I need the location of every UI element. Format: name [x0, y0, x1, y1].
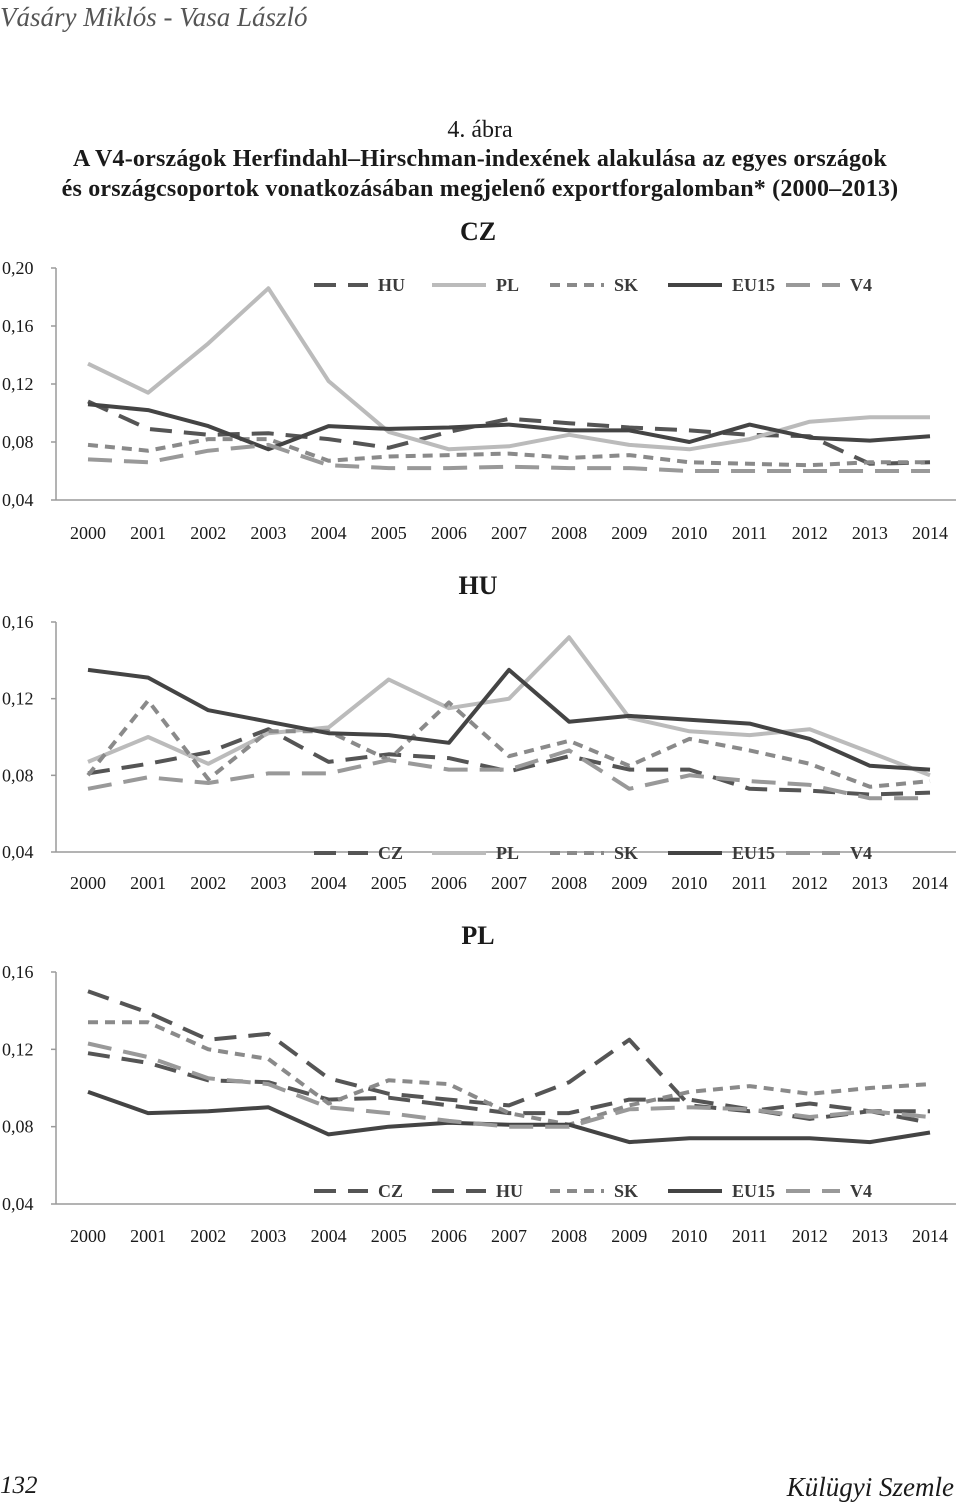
legend-label-pl: PL — [496, 275, 519, 295]
series-line-cz — [87, 727, 931, 797]
x-tick-label: 2009 — [611, 1226, 647, 1246]
legend-label-sk: SK — [614, 843, 638, 863]
x-tick-label: 2008 — [551, 523, 587, 543]
series-line-pl — [87, 635, 931, 778]
x-tick-label: 2002 — [190, 1226, 226, 1246]
y-tick-label: 0,12 — [2, 689, 34, 709]
x-tick-label: 2008 — [551, 873, 587, 893]
x-tick-label: 2010 — [671, 873, 707, 893]
legend-label-v4: V4 — [850, 843, 872, 863]
legend-label-cz: CZ — [378, 843, 403, 863]
series-line-hu — [87, 989, 931, 1125]
y-tick-label: 0,12 — [2, 374, 34, 394]
figure-number: 4. ábra — [447, 117, 513, 143]
legend-label-v4: V4 — [850, 1181, 872, 1201]
legend-label-sk: SK — [614, 1181, 638, 1201]
x-tick-label: 2013 — [852, 873, 888, 893]
y-tick-label: 0,04 — [2, 490, 34, 510]
y-tick-label: 0,04 — [2, 842, 34, 862]
legend-label-cz: CZ — [378, 1181, 403, 1201]
chart-title: HU — [459, 571, 498, 600]
journal-name: Külügyi Szemle — [786, 1472, 954, 1502]
x-tick-label: 2011 — [732, 523, 767, 543]
x-tick-label: 2005 — [371, 1226, 407, 1246]
figure-title-line2: és országcsoportok vonatkozásában megjel… — [61, 176, 899, 202]
x-tick-label: 2005 — [371, 523, 407, 543]
running-header: Vásáry Miklós - Vasa László — [0, 2, 308, 32]
y-tick-label: 0,04 — [2, 1194, 34, 1214]
x-tick-label: 2006 — [431, 1226, 467, 1246]
legend-label-eu15: EU15 — [732, 1181, 775, 1201]
x-tick-label: 2004 — [311, 523, 347, 543]
y-tick-label: 0,16 — [2, 316, 34, 336]
figure-caption: 4. ábra A V4-országok Herfindahl–Hirschm… — [0, 116, 960, 204]
x-tick-label: 2007 — [491, 523, 527, 543]
x-tick-label: 2012 — [792, 873, 828, 893]
x-tick-label: 2007 — [491, 1226, 527, 1246]
chart-title: CZ — [460, 217, 496, 246]
chart-pl: PL 0,04 0,08 0,12 0,16 2000 2001 2002 2003 2004 20… — [2, 921, 956, 1246]
x-tick-label: 2014 — [912, 873, 948, 893]
x-tick-label: 2001 — [130, 523, 166, 543]
x-tick-label: 2011 — [732, 1226, 767, 1246]
y-tick-label: 0,16 — [2, 962, 34, 982]
y-tick-label: 0,20 — [2, 258, 34, 278]
legend-label-pl: PL — [496, 843, 519, 863]
x-tick-label: 2003 — [250, 523, 286, 543]
legend-label-v4: V4 — [850, 275, 872, 295]
x-tick-label: 2000 — [70, 873, 106, 893]
y-tick-label: 0,08 — [2, 765, 34, 785]
x-tick-label: 2010 — [671, 1226, 707, 1246]
series-line-v4 — [87, 442, 930, 473]
series-line-sk — [86, 698, 931, 789]
x-tick-label: 2013 — [852, 523, 888, 543]
series-line-sk — [87, 437, 930, 468]
x-tick-label: 2014 — [912, 1226, 948, 1246]
y-tick-label: 0,12 — [2, 1039, 34, 1059]
series-line-eu15 — [87, 402, 931, 452]
series-line-eu15 — [87, 1090, 931, 1145]
x-tick-label: 2006 — [431, 523, 467, 543]
x-tick-label: 2007 — [491, 873, 527, 893]
x-tick-label: 2003 — [250, 1226, 286, 1246]
x-tick-label: 2014 — [912, 523, 948, 543]
series-line-pl — [87, 286, 930, 452]
x-tick-label: 2001 — [130, 873, 166, 893]
series-line-sk — [88, 1020, 931, 1127]
x-tick-label: 2006 — [431, 873, 467, 893]
x-tick-label: 2000 — [70, 1226, 106, 1246]
y-tick-label: 0,08 — [2, 1117, 34, 1137]
x-tick-label: 2004 — [311, 1226, 347, 1246]
x-tick-label: 2004 — [311, 873, 347, 893]
x-tick-label: 2012 — [792, 1226, 828, 1246]
y-tick-label: 0,08 — [2, 432, 34, 452]
page-number: 132 — [0, 1472, 38, 1499]
chart-hu: HU 0,04 0,08 0,12 0,16 2000 2001 2002 2003 2004 20… — [2, 571, 956, 893]
x-tick-label: 2013 — [852, 1226, 888, 1246]
legend-label-hu: HU — [496, 1181, 523, 1201]
legend-label-eu15: EU15 — [732, 843, 775, 863]
x-tick-label: 2008 — [551, 1226, 587, 1246]
series-line-eu15 — [87, 667, 931, 772]
x-tick-label: 2001 — [130, 1226, 166, 1246]
series-line-v4 — [87, 1041, 931, 1129]
x-tick-label: 2002 — [190, 523, 226, 543]
series-line-v4 — [87, 748, 930, 801]
x-tick-label: 2003 — [250, 873, 286, 893]
x-tick-label: 2011 — [732, 873, 767, 893]
legend-label-eu15: EU15 — [732, 275, 775, 295]
y-tick-label: 0,16 — [2, 612, 34, 632]
legend-label-sk: SK — [614, 275, 638, 295]
legend-label-hu: HU — [378, 275, 405, 295]
x-tick-label: 2009 — [611, 523, 647, 543]
x-tick-label: 2005 — [371, 873, 407, 893]
x-tick-label: 2010 — [671, 523, 707, 543]
x-tick-label: 2012 — [792, 523, 828, 543]
chart-title: PL — [461, 921, 494, 950]
chart-cz: CZ 0,04 0,08 0,12 0,16 0,20 2000 2001 2002 2003 20… — [2, 217, 956, 543]
x-tick-label: 2009 — [611, 873, 647, 893]
figure-title-line1: A V4-országok Herfindahl–Hirschman-index… — [73, 146, 887, 172]
x-tick-label: 2002 — [190, 873, 226, 893]
x-tick-label: 2000 — [70, 523, 106, 543]
